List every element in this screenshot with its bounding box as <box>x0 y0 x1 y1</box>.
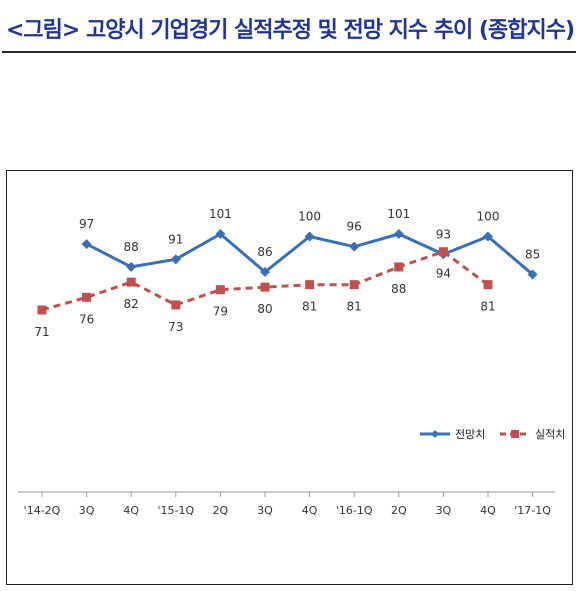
data-point-marker <box>126 277 136 287</box>
data-label: 82 <box>124 297 139 311</box>
data-label: 85 <box>525 248 540 262</box>
data-label: 91 <box>168 232 183 246</box>
x-tick-label: '14-2Q <box>24 504 61 517</box>
x-tick-label: '16-1Q <box>336 504 373 517</box>
data-label: 86 <box>257 245 272 259</box>
chart-title: <그림> 고양시 기업경기 실적추정 및 전망 지수 추이 (종합지수) <box>5 18 575 43</box>
data-label: 81 <box>347 300 362 314</box>
data-label: 81 <box>302 300 317 314</box>
x-tick-label: 4Q <box>123 504 139 517</box>
data-point-marker <box>37 305 47 315</box>
data-point-marker <box>304 231 315 242</box>
data-point-marker <box>483 231 493 242</box>
data-point-marker <box>305 280 315 290</box>
data-label: 93 <box>436 227 451 241</box>
data-label: 80 <box>257 302 272 316</box>
x-tick-label: 3Q <box>436 504 452 517</box>
data-label: 88 <box>391 282 406 296</box>
data-point-marker <box>349 280 359 290</box>
data-point-marker <box>393 229 404 239</box>
data-label: 101 <box>387 207 410 221</box>
x-tick-label: 4Q <box>480 504 496 517</box>
data-point-marker <box>394 262 404 272</box>
data-label: 79 <box>213 305 228 319</box>
data-label: 96 <box>347 220 362 234</box>
data-point-marker <box>527 269 538 280</box>
legend-label: 전망치 <box>455 428 485 441</box>
x-tick-label: 2Q <box>391 504 407 517</box>
x-tick-label: 3Q <box>257 504 273 517</box>
x-tick-label: 2Q <box>213 504 229 517</box>
data-point-marker <box>483 280 493 290</box>
data-point-marker <box>215 285 225 295</box>
legend-marker <box>511 430 519 438</box>
x-tick-label: 4Q <box>302 504 318 517</box>
data-label: 100 <box>298 210 321 224</box>
data-point-marker <box>171 300 181 310</box>
data-point-marker <box>215 229 226 239</box>
x-tick-label: '15-1Q <box>157 504 194 517</box>
data-point-marker <box>260 267 270 277</box>
data-label: 88 <box>124 240 139 254</box>
data-label: 81 <box>480 300 495 314</box>
data-point-marker <box>170 254 181 265</box>
data-label: 101 <box>209 207 232 221</box>
data-point-marker <box>438 247 448 257</box>
data-point-marker <box>82 292 92 302</box>
series-line-2 <box>41 250 489 312</box>
legend-marker <box>431 430 439 438</box>
data-label: 76 <box>79 312 94 326</box>
title-divider <box>2 51 576 53</box>
data-label: 97 <box>79 217 94 231</box>
data-point-marker <box>260 282 270 292</box>
data-label: 94 <box>436 267 451 281</box>
data-point-marker <box>349 241 360 252</box>
data-point-marker <box>126 261 137 272</box>
x-tick-label: 3Q <box>79 504 95 517</box>
data-label: 73 <box>168 320 183 334</box>
x-tick-label: '17-1Q <box>514 504 551 517</box>
legend-label: 실적치 <box>535 428 565 441</box>
data-point-marker <box>81 239 92 250</box>
data-label: 100 <box>477 210 500 224</box>
data-label: 71 <box>34 325 49 339</box>
